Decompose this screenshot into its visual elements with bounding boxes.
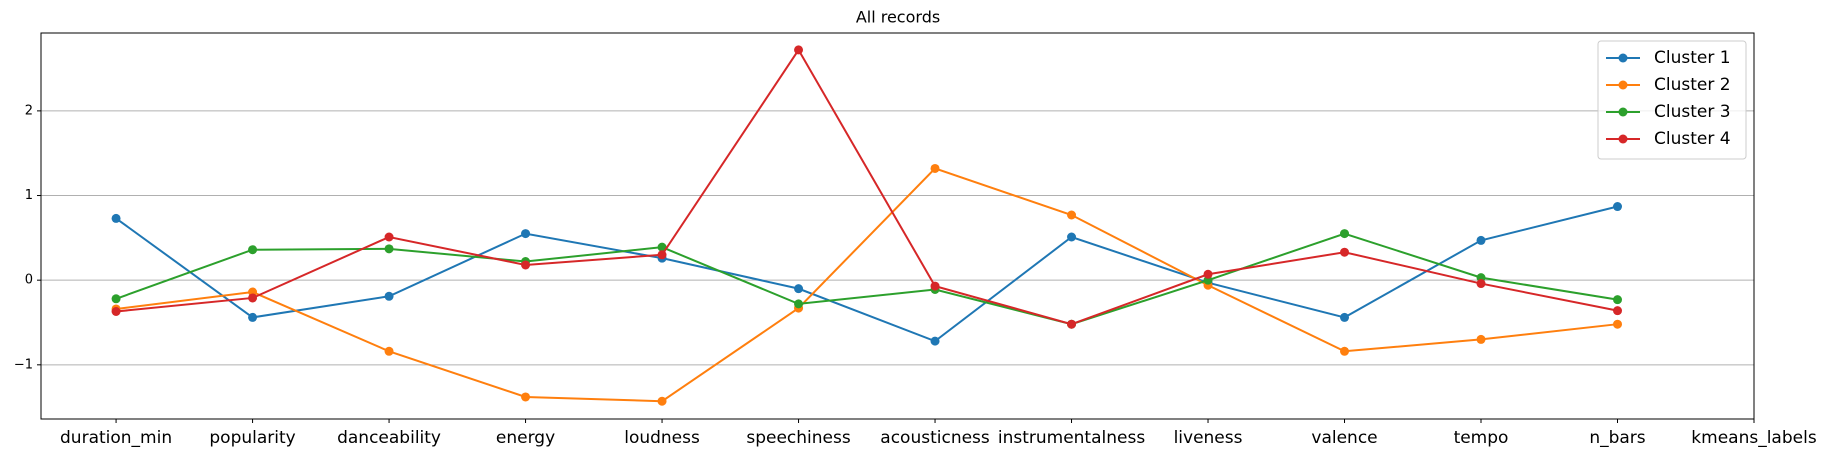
data-point [1203, 269, 1213, 279]
data-point [1476, 334, 1486, 344]
y-tick-label: 1 [25, 188, 33, 203]
x-tick-label: speechiness [746, 428, 851, 448]
x-tick-label: n_bars [1589, 428, 1645, 448]
legend-marker [1618, 80, 1628, 90]
data-point [1067, 232, 1077, 242]
data-point [930, 336, 940, 346]
data-point [1613, 306, 1623, 316]
x-tick-label: popularity [209, 428, 295, 448]
data-point [1476, 279, 1486, 289]
series-line [115, 167, 1618, 403]
data-point [111, 294, 121, 304]
data-point [384, 244, 394, 254]
data-point [248, 293, 258, 303]
data-point [1340, 346, 1350, 356]
data-point [384, 346, 394, 356]
data-point [1340, 229, 1350, 239]
data-point [1613, 295, 1623, 305]
legend-box [1597, 40, 1747, 160]
series-line [115, 232, 1618, 326]
legend: Cluster 1 Cluster 2 Cluster 3 Cluster 4 [1597, 40, 1747, 160]
data-point [1613, 319, 1623, 329]
series-line [115, 205, 1618, 343]
plot-frame [40, 32, 1755, 420]
data-point [1067, 319, 1077, 329]
x-tick-label: loudness [624, 428, 700, 448]
x-tick-label: acousticness [880, 428, 990, 448]
x-tick-label: liveness [1174, 428, 1243, 448]
x-tick-label: kmeans_labels [1691, 428, 1817, 448]
data-point [521, 392, 531, 402]
data-point [930, 163, 940, 173]
y-tick-label: −1 [14, 357, 33, 372]
data-point [794, 299, 804, 309]
x-tick-label: danceability [337, 428, 441, 448]
x-tick-label: tempo [1454, 428, 1509, 448]
data-point [1067, 210, 1077, 220]
data-point [111, 213, 121, 223]
data-point [1476, 235, 1486, 245]
series-line [115, 48, 1618, 326]
legend-marker [1618, 134, 1628, 144]
data-point [1613, 202, 1623, 212]
data-point [521, 229, 531, 239]
data-point [1340, 312, 1350, 322]
x-tick-label: instrumentalness [998, 428, 1145, 448]
x-tick-label: energy [496, 428, 555, 448]
y-tick-label: 2 [25, 103, 33, 118]
legend-label: Cluster 1 [1654, 48, 1731, 68]
data-point [384, 232, 394, 242]
legend-label: Cluster 2 [1654, 75, 1731, 95]
x-tick-label: valence [1311, 428, 1377, 448]
data-point [248, 245, 258, 255]
legend-label: Cluster 3 [1654, 102, 1731, 122]
data-point [794, 45, 804, 55]
y-tick-label: 0 [25, 273, 33, 288]
data-point [930, 281, 940, 291]
legend-label: Cluster 4 [1654, 129, 1731, 149]
data-point [657, 250, 667, 260]
data-point [248, 312, 258, 322]
data-point [657, 396, 667, 406]
legend-marker [1618, 107, 1628, 117]
x-tick-label: duration_min [60, 428, 172, 448]
chart-title: All records [856, 8, 940, 27]
data-point [521, 260, 531, 270]
legend-marker [1618, 53, 1628, 63]
data-point [657, 242, 667, 252]
data-point [384, 291, 394, 301]
data-point [1340, 247, 1350, 257]
data-point [794, 284, 804, 294]
data-point [111, 306, 121, 316]
